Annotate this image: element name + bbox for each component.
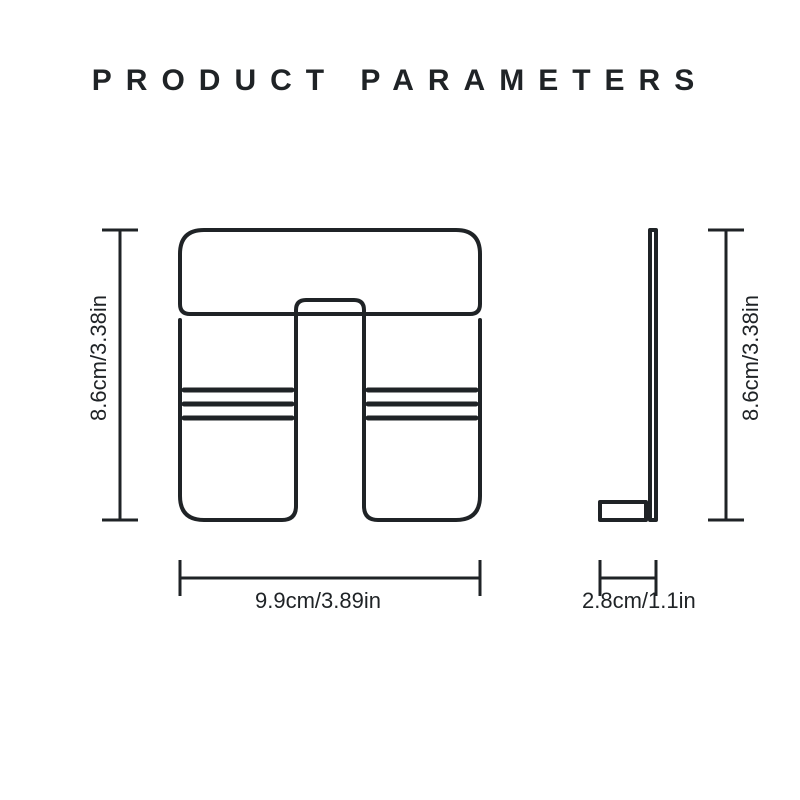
- front-body: [180, 300, 480, 520]
- side-shelf: [600, 502, 646, 520]
- dim-label-front-height: 8.6cm/3.38in: [86, 295, 112, 421]
- dim-label-front-width: 9.9cm/3.89in: [255, 588, 381, 614]
- page-title: PRODUCT PARAMETERS: [0, 64, 800, 98]
- diagram-stage: 8.6cm/3.38in 8.6cm/3.38in 9.9cm/3.89in 2…: [0, 200, 800, 700]
- side-back: [650, 230, 656, 520]
- dim-label-side-depth: 2.8cm/1.1in: [582, 588, 696, 614]
- dim-label-side-height: 8.6cm/3.38in: [738, 295, 764, 421]
- diagram-svg: [0, 200, 800, 700]
